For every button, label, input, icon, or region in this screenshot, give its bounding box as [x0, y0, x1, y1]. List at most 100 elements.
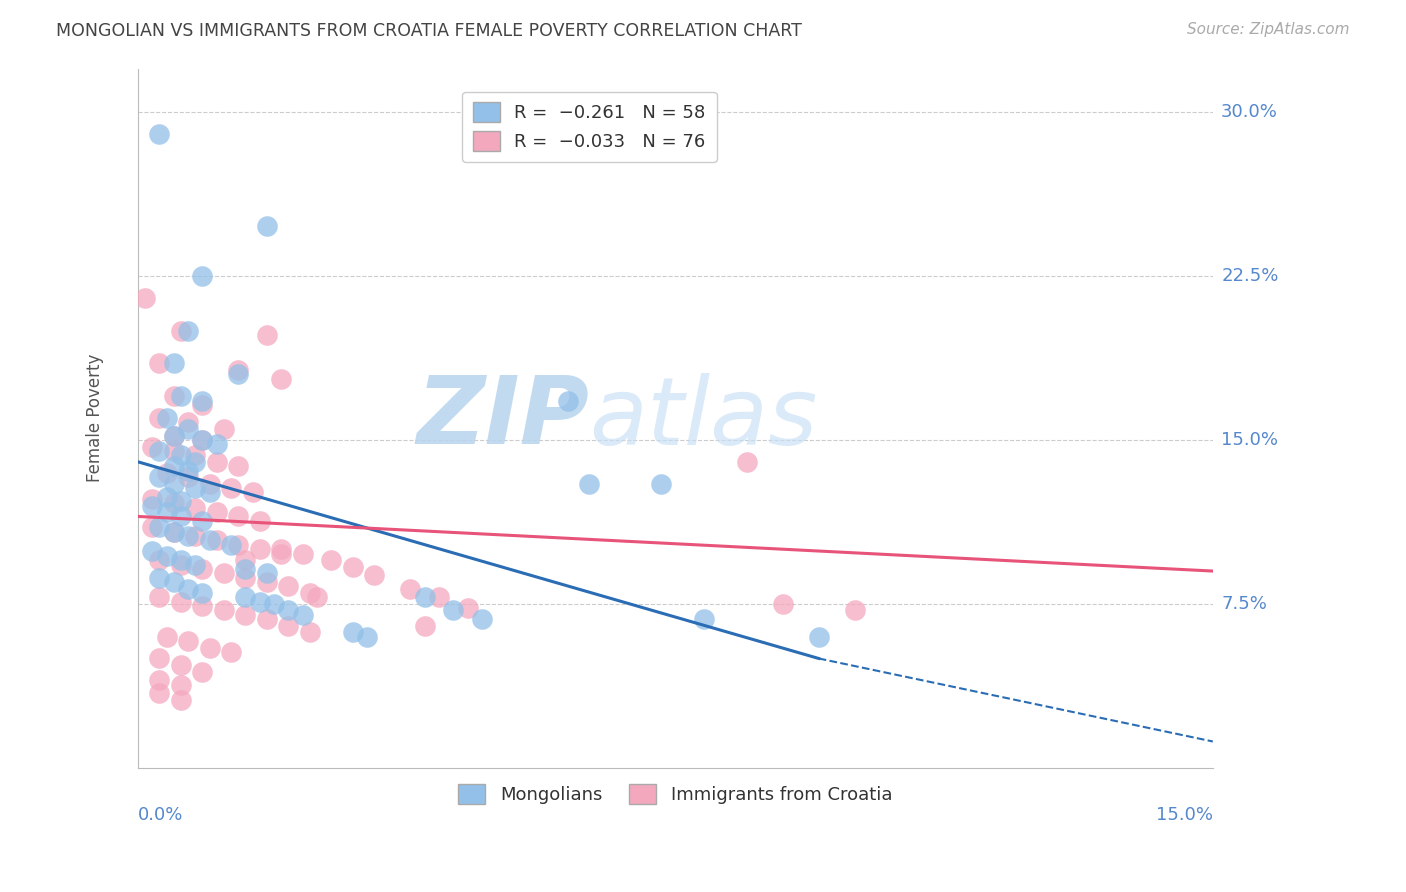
- Point: [184, 500, 207, 515]
- Point: [191, 514, 214, 528]
- Point: [177, 416, 200, 430]
- Point: [148, 127, 170, 141]
- Point: [693, 612, 716, 626]
- Point: [163, 574, 186, 589]
- Point: [163, 443, 186, 458]
- Point: [177, 529, 200, 543]
- Point: [256, 219, 278, 233]
- Point: [235, 553, 257, 567]
- Text: ZIP: ZIP: [416, 372, 589, 464]
- Point: [249, 594, 271, 608]
- Point: [148, 553, 170, 567]
- Point: [212, 422, 235, 436]
- Point: [235, 591, 257, 605]
- Text: 30.0%: 30.0%: [1222, 103, 1278, 121]
- Point: [141, 544, 163, 558]
- Point: [184, 529, 207, 543]
- Point: [807, 630, 830, 644]
- Point: [226, 538, 249, 552]
- Point: [205, 533, 228, 548]
- Point: [342, 625, 364, 640]
- Point: [170, 658, 193, 673]
- Point: [134, 291, 156, 305]
- Point: [356, 630, 378, 644]
- Point: [399, 582, 422, 596]
- Text: 0.0%: 0.0%: [138, 806, 183, 824]
- Point: [219, 481, 242, 495]
- Point: [198, 476, 221, 491]
- Point: [844, 603, 866, 617]
- Point: [170, 678, 193, 692]
- Point: [155, 505, 177, 519]
- Point: [177, 634, 200, 648]
- Text: 22.5%: 22.5%: [1222, 267, 1278, 285]
- Point: [277, 603, 299, 617]
- Point: [457, 601, 479, 615]
- Point: [170, 509, 193, 524]
- Point: [155, 630, 177, 644]
- Point: [471, 612, 494, 626]
- Point: [413, 591, 436, 605]
- Point: [291, 547, 314, 561]
- Point: [198, 533, 221, 548]
- Point: [212, 566, 235, 581]
- Text: Source: ZipAtlas.com: Source: ZipAtlas.com: [1187, 22, 1350, 37]
- Point: [163, 428, 186, 442]
- Point: [270, 372, 292, 386]
- Point: [321, 553, 343, 567]
- Point: [441, 603, 464, 617]
- Point: [141, 520, 163, 534]
- Point: [198, 485, 221, 500]
- Point: [170, 448, 193, 462]
- Text: MONGOLIAN VS IMMIGRANTS FROM CROATIA FEMALE POVERTY CORRELATION CHART: MONGOLIAN VS IMMIGRANTS FROM CROATIA FEM…: [56, 22, 801, 40]
- Point: [163, 389, 186, 403]
- Point: [191, 665, 214, 679]
- Point: [413, 618, 436, 632]
- Point: [772, 597, 794, 611]
- Point: [735, 455, 758, 469]
- Point: [184, 481, 207, 495]
- Point: [249, 514, 271, 528]
- Point: [578, 476, 600, 491]
- Point: [256, 328, 278, 343]
- Point: [177, 324, 200, 338]
- Point: [170, 558, 193, 572]
- Point: [177, 470, 200, 484]
- Point: [141, 491, 163, 506]
- Point: [342, 559, 364, 574]
- Point: [557, 393, 579, 408]
- Point: [155, 411, 177, 425]
- Point: [163, 459, 186, 474]
- Point: [177, 464, 200, 478]
- Point: [212, 603, 235, 617]
- Point: [226, 368, 249, 382]
- Point: [148, 591, 170, 605]
- Text: atlas: atlas: [589, 373, 818, 464]
- Point: [263, 597, 285, 611]
- Point: [242, 485, 264, 500]
- Point: [170, 693, 193, 707]
- Point: [148, 520, 170, 534]
- Point: [177, 422, 200, 436]
- Point: [163, 524, 186, 539]
- Point: [191, 398, 214, 412]
- Point: [170, 389, 193, 403]
- Point: [148, 571, 170, 585]
- Point: [277, 618, 299, 632]
- Point: [256, 566, 278, 581]
- Point: [148, 673, 170, 688]
- Point: [155, 466, 177, 480]
- Point: [148, 651, 170, 665]
- Point: [226, 363, 249, 377]
- Point: [163, 524, 186, 539]
- Point: [305, 591, 328, 605]
- Text: 15.0%: 15.0%: [1222, 431, 1278, 449]
- Point: [184, 448, 207, 462]
- Point: [184, 455, 207, 469]
- Point: [170, 594, 193, 608]
- Point: [226, 509, 249, 524]
- Point: [235, 562, 257, 576]
- Point: [141, 499, 163, 513]
- Point: [205, 505, 228, 519]
- Point: [219, 538, 242, 552]
